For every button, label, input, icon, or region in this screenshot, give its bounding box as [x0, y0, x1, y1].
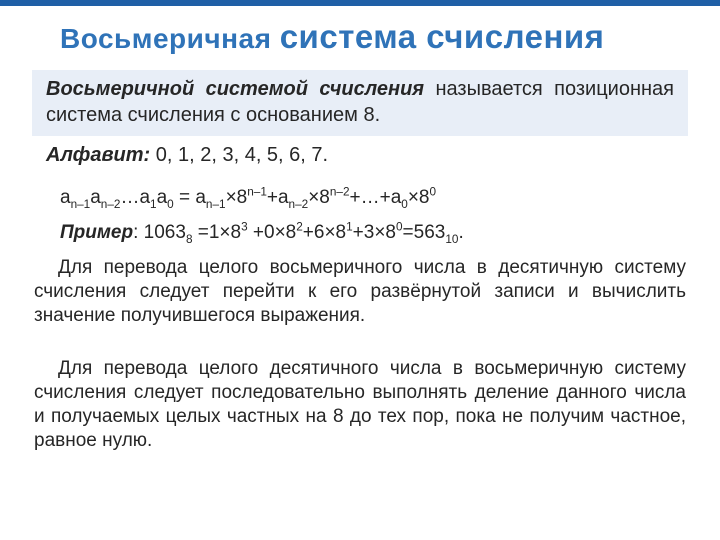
example-line: Пример: 10638 =1×83 +0×82+6×81+3×80=5631…: [60, 222, 688, 244]
alphabet-label: Алфавит:: [46, 144, 150, 166]
paragraph-2: Для перевода целого десятичного числа в …: [34, 357, 686, 454]
slide-title: Восьмеричная система счисления: [0, 0, 720, 64]
definition-box: Восьмеричной системой счисления называет…: [32, 70, 688, 136]
alphabet-values: 0, 1, 2, 3, 4, 5, 6, 7.: [150, 144, 328, 166]
title-part2: система счисления: [280, 18, 605, 55]
alphabet-line: Алфавит: 0, 1, 2, 3, 4, 5, 6, 7.: [32, 144, 688, 167]
definition-term: Восьмеричной системой счисления: [46, 78, 424, 100]
title-part1: Восьмеричная: [60, 23, 280, 54]
example-body: : 10638 =1×83 +0×82+6×81+3×80=56310.: [133, 222, 464, 243]
top-strip: [0, 0, 720, 6]
formula-line: an–1an–2…a1a0 = an–1×8n–1+an–2×8n–2+…+a0…: [60, 185, 688, 212]
slide: Восьмеричная система счисления Восьмерич…: [0, 0, 720, 540]
example-label: Пример: [60, 222, 133, 243]
paragraph-1: Для перевода целого восьмеричного числа …: [34, 256, 686, 329]
